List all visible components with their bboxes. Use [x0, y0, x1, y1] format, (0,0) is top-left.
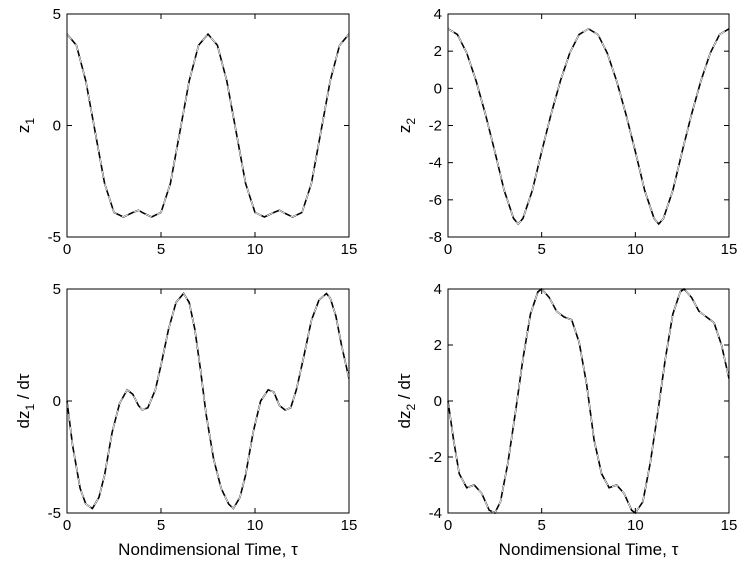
axes-frame [66, 288, 350, 514]
x-tick-label: 15 [341, 517, 358, 534]
y-axis-label: dz2 / dτ [395, 373, 418, 428]
x-axis-label: Nondimensional Time, τ [499, 540, 679, 559]
y-tick-label: 5 [53, 6, 61, 23]
y-tick-label: 0 [53, 118, 61, 135]
y-axis-label: z1 [14, 118, 37, 134]
series-line-dashed [66, 33, 350, 218]
x-tick-label: 15 [721, 517, 738, 534]
y-tick-label: 4 [434, 281, 442, 298]
x-tick-label: 15 [341, 241, 358, 258]
x-tick-label: 0 [63, 517, 71, 534]
y-tick-label: 2 [434, 337, 442, 354]
axes-frame [66, 13, 350, 238]
y-tick-label: -2 [429, 118, 442, 135]
x-tick-label: 0 [444, 517, 452, 534]
y-axis-label: dz1 / dτ [14, 373, 37, 428]
x-tick-label: 5 [537, 517, 545, 534]
series-line-solid [66, 292, 350, 510]
series-line-dashed [66, 292, 350, 510]
y-tick-label: 2 [434, 43, 442, 60]
x-tick-label: 0 [63, 241, 71, 258]
x-tick-label: 15 [721, 241, 738, 258]
x-tick-label: 0 [444, 241, 452, 258]
x-tick-label: 10 [247, 517, 264, 534]
y-tick-label: -5 [48, 229, 61, 246]
y-axis-label: z2 [395, 118, 418, 134]
y-tick-label: 4 [434, 6, 442, 23]
series-line-solid [447, 27, 730, 226]
axes-frame [447, 13, 730, 238]
x-axis-label: Nondimensional Time, τ [118, 540, 298, 559]
y-tick-label: 0 [434, 393, 442, 410]
y-tick-label: 0 [434, 80, 442, 97]
series-line-solid [447, 287, 730, 515]
chart-panel-2: 0 5 10 15 -8 -6 -4 -2 0 2 4 z2 [395, 6, 737, 258]
chart-panel-4: 0 5 10 15 -4 -2 0 2 4 dz2 / dτ Nondimensional Time… [395, 281, 737, 559]
series-line-dashed [447, 288, 730, 514]
x-tick-label: 10 [627, 241, 644, 258]
x-tick-label: 5 [537, 241, 545, 258]
y-tick-label: -2 [429, 449, 442, 466]
y-tick-label: -4 [429, 155, 442, 172]
y-tick-label: 5 [53, 281, 61, 298]
x-tick-label: 10 [627, 517, 644, 534]
x-tick-label: 10 [247, 241, 264, 258]
y-tick-label: -4 [429, 505, 442, 522]
x-tick-label: 5 [157, 517, 165, 534]
series-line-dashed [447, 28, 730, 225]
y-tick-label: -8 [429, 229, 442, 246]
series-line-solid [66, 32, 350, 218]
x-tick-label: 5 [157, 241, 165, 258]
y-tick-label: -6 [429, 192, 442, 209]
y-tick-label: -5 [48, 505, 61, 522]
y-tick-label: 0 [53, 393, 61, 410]
